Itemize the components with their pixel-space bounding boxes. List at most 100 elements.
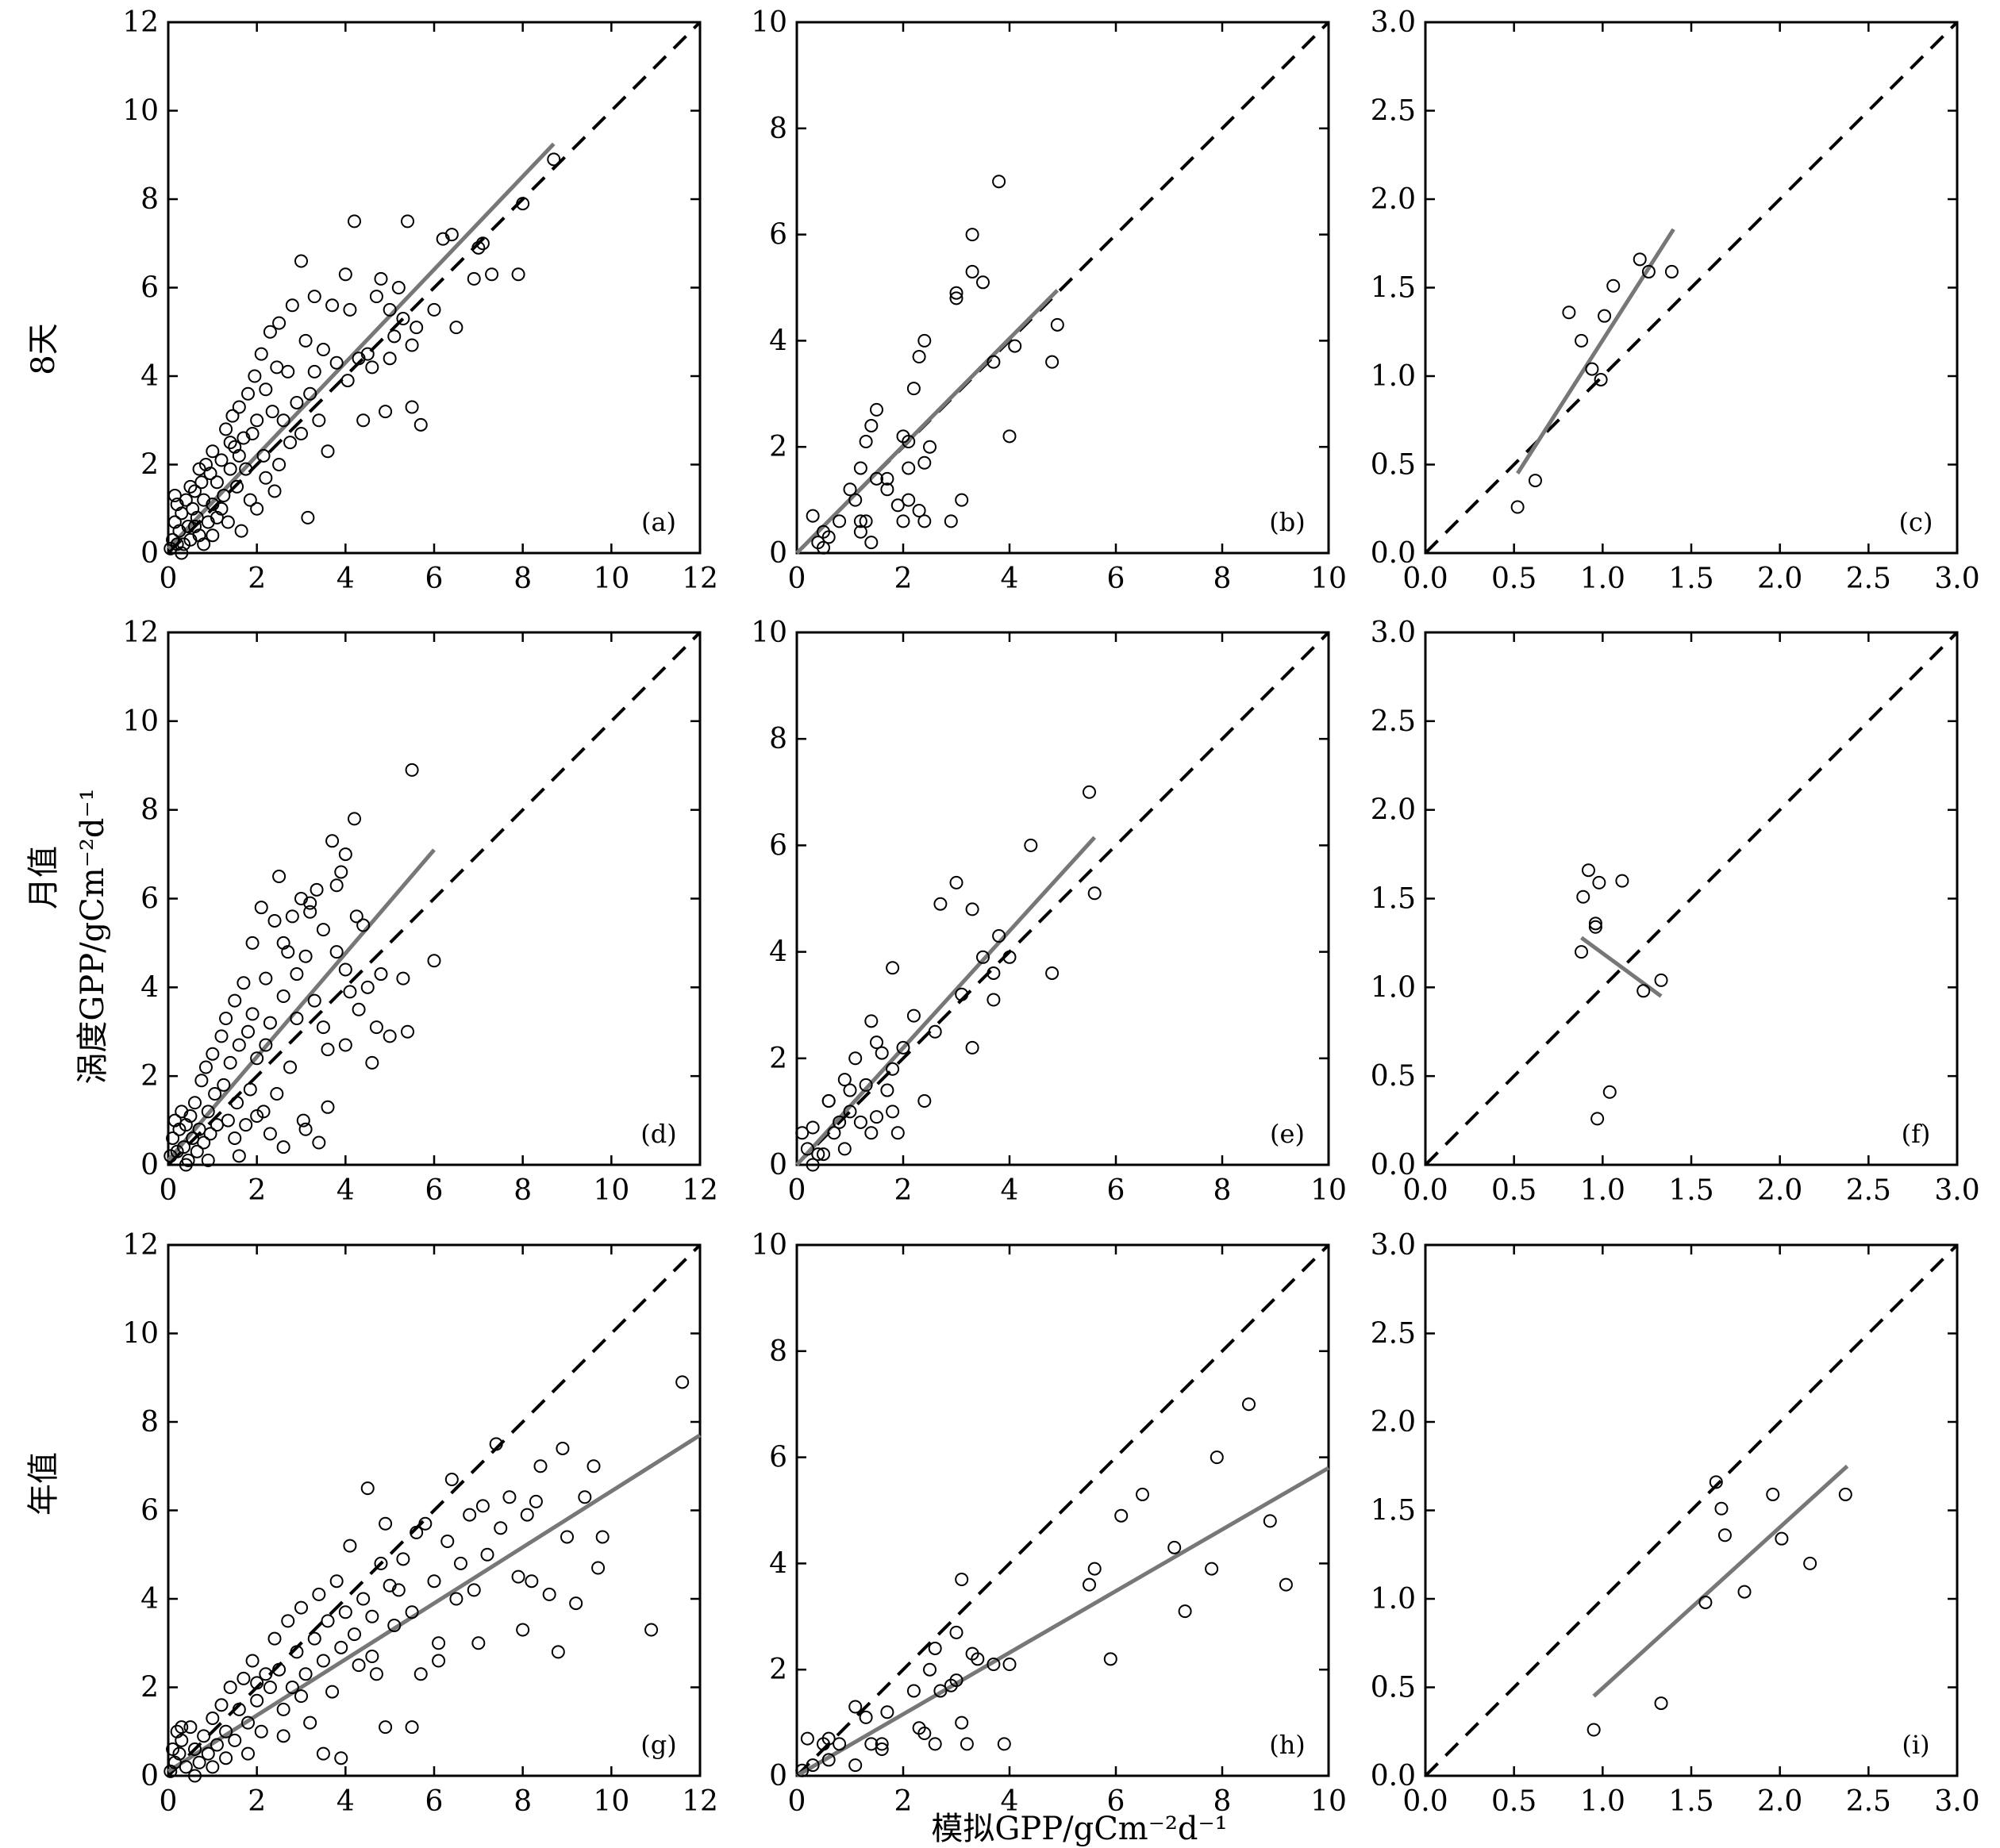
data-point [294, 254, 308, 268]
data-point [245, 426, 260, 440]
data-point [263, 325, 277, 339]
data-point [1045, 966, 1060, 980]
data-point [214, 501, 229, 516]
x-tick-label: 10 [593, 1174, 629, 1207]
data-point [241, 1746, 255, 1761]
data-point [463, 1508, 477, 1522]
data-point [800, 1142, 814, 1156]
y-tick-label: 6 [769, 219, 787, 252]
data-point [206, 1760, 220, 1774]
data-point [329, 878, 344, 893]
data-point [595, 1530, 610, 1544]
row-label-8day: 8天 [25, 323, 62, 375]
row-label-monthly: 月值 [25, 846, 62, 909]
data-point [188, 520, 202, 534]
data-point [232, 400, 246, 414]
data-point [864, 418, 879, 432]
y-tick-label: 0.0 [1371, 1760, 1416, 1792]
x-tick-label: 2 [894, 1785, 913, 1818]
data-point [821, 530, 836, 544]
y-tick-label: 2 [769, 1654, 787, 1686]
data-point [992, 175, 1006, 189]
x-tick-label: 12 [682, 1174, 718, 1207]
data-point [225, 409, 240, 423]
x-tick-label: 10 [1310, 1785, 1347, 1818]
data-point [955, 493, 969, 507]
x-tick-label: 3.0 [1934, 1174, 1979, 1207]
data-point [281, 364, 295, 378]
data-point [177, 537, 191, 551]
data-point [348, 812, 361, 826]
data-point [933, 897, 948, 911]
data-point [245, 936, 260, 950]
data-point [1045, 355, 1060, 369]
data-point [833, 514, 847, 528]
data-point [321, 1614, 335, 1628]
y-tick-label: 6 [769, 829, 787, 862]
data-point [270, 1087, 284, 1101]
data-point [1528, 474, 1542, 488]
data-point [827, 1126, 841, 1140]
data-point [383, 302, 397, 317]
data-point [183, 1108, 198, 1123]
data-point [316, 1654, 330, 1668]
data-point [843, 482, 857, 497]
x-tick-label: 0 [788, 1785, 806, 1818]
data-point [1717, 1528, 1732, 1543]
data-point [365, 1055, 379, 1070]
y-tick-label: 12 [122, 6, 159, 39]
data-point [217, 489, 231, 503]
data-point [329, 355, 344, 370]
data-point [237, 976, 251, 990]
data-point [201, 1746, 215, 1761]
data-point [960, 1737, 974, 1751]
data-point [223, 1681, 237, 1694]
data-point [906, 1684, 921, 1698]
y-tick-label: 1.0 [1371, 360, 1416, 393]
data-point [217, 1078, 231, 1092]
data-point [1087, 1562, 1102, 1576]
x-tick-label: 0.5 [1491, 563, 1537, 595]
data-point [880, 482, 894, 497]
data-point [880, 471, 894, 486]
data-point [817, 540, 830, 555]
data-point [243, 1082, 257, 1097]
data-point [303, 1715, 317, 1730]
data-point [259, 971, 273, 985]
data-point [987, 993, 1001, 1007]
data-point [821, 1093, 836, 1108]
data-point [432, 1636, 446, 1650]
data-point [214, 453, 229, 467]
data-point [175, 1720, 189, 1735]
data-point [234, 524, 248, 538]
x-tick-label: 1.5 [1668, 563, 1713, 595]
data-point [1606, 279, 1621, 293]
data-point [833, 1737, 847, 1751]
data-point [290, 1645, 304, 1659]
identity-line [167, 21, 702, 555]
data-point [944, 514, 958, 528]
data-point [806, 1758, 820, 1773]
data-point [237, 1671, 251, 1685]
data-point [965, 1040, 979, 1055]
data-point [1590, 1112, 1605, 1126]
data-point [272, 870, 287, 884]
x-axis-title: 模拟GPP/gCm⁻²d⁻¹ [931, 1811, 1227, 1847]
data-point [396, 971, 410, 985]
identity-line [1424, 21, 1959, 555]
data-point [206, 1712, 220, 1726]
data-point [1594, 372, 1608, 386]
x-tick-label: 6 [1107, 1785, 1125, 1818]
data-point [949, 1625, 963, 1639]
x-tick-label: 2 [248, 1785, 266, 1818]
data-point [1803, 1556, 1817, 1570]
x-tick-label: 8 [513, 563, 532, 595]
y-tick-label: 4 [140, 1583, 159, 1616]
y-tick-label: 6 [140, 883, 159, 916]
y-tick-label: 8 [769, 113, 787, 145]
data-point [1775, 1531, 1789, 1546]
data-point [179, 493, 193, 507]
panel-f: 0.0 0.5 1.0 1.5 2.0 2.5 3.0 0.0 0.5 1.0 1.5 2.0 2.5 3… [1371, 617, 1980, 1207]
data-point [1714, 1501, 1729, 1516]
